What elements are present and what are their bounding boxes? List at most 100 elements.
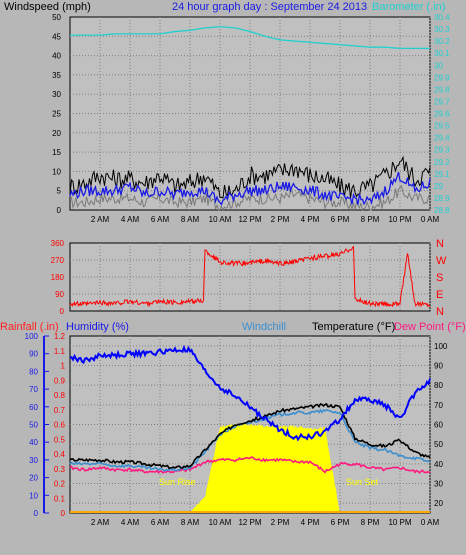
rain-tick-label: 1.1	[54, 347, 66, 356]
compass-label: E	[436, 289, 443, 301]
barometer-line	[70, 25, 430, 50]
barometer-tick-label: 29.6	[434, 110, 450, 119]
wind-barometer-chart: 0 5 10 15 20 25 30 35 40 45 50 28.8 28.9 29 29.1 29.2 29…	[52, 13, 450, 224]
dewpoint-line	[69, 456, 431, 475]
rain-tick-label: 0.5	[54, 435, 66, 444]
temperature-tick-label: 60	[434, 421, 443, 430]
x-tick-label: 6 PM	[331, 215, 350, 224]
rain-tick-label: 1.2	[54, 332, 66, 341]
x-tick-label: 0 AM	[421, 518, 440, 527]
rain-tick-label: 0.8	[54, 391, 66, 400]
compass-label: N	[436, 238, 444, 250]
direction-tick-label: 180	[51, 273, 65, 282]
barometer-tick-label: 30.2	[434, 37, 450, 46]
rain-tick-label: 0.6	[54, 421, 66, 430]
windspeed-average-line	[69, 172, 431, 206]
temperature-tick-label: 90	[434, 362, 443, 371]
humidity-tick-label: 0	[34, 509, 39, 518]
y-tick-label: 10	[52, 167, 61, 176]
x-tick-label: 10 AM	[209, 215, 232, 224]
compass-label: N	[436, 306, 444, 318]
x-tick-label: 8 AM	[181, 215, 200, 224]
temperature-tick-label: 80	[434, 381, 443, 390]
direction-tick-label: 0	[60, 307, 65, 316]
rain-tick-label: 0.2	[54, 480, 66, 489]
barometer-tick-label: 29.9	[434, 73, 450, 82]
barometer-tick-label: 30.1	[434, 49, 450, 58]
humidity-line	[69, 344, 431, 442]
y-tick-label: 20	[52, 129, 61, 138]
x-tick-label: 0 AM	[421, 215, 440, 224]
barometer-tick-label: 29.8	[434, 85, 450, 94]
humidity-tick-label: 60	[29, 403, 38, 412]
humidity-tick-label: 100	[25, 332, 39, 341]
rain-tick-label: 0.4	[54, 450, 66, 459]
barometer-tick-label: 29.1	[434, 170, 450, 179]
temperature-tick-label: 30	[434, 480, 443, 489]
x-tick-label: 6 PM	[331, 518, 350, 527]
barometer-tick-label: 29.2	[434, 158, 450, 167]
barometer-tick-label: 30.3	[434, 25, 450, 34]
x-tick-label: 6 AM	[151, 215, 170, 224]
temperature-tick-label: 20	[434, 499, 443, 508]
x-tick-label: 10 PM	[388, 215, 411, 224]
direction-tick-label: 270	[51, 256, 65, 265]
windspeed-axis-label: Windspeed (mph)	[4, 1, 91, 13]
x-tick-label: 8 PM	[361, 215, 380, 224]
direction-tick-label: 360	[51, 239, 65, 248]
wind-direction-line	[69, 245, 431, 308]
y-tick-label: 15	[52, 148, 61, 157]
x-tick-label: 4 PM	[301, 518, 320, 527]
y-tick-label: 30	[52, 90, 61, 99]
x-tick-label: 10 AM	[209, 518, 232, 527]
x-tick-label: 10 PM	[388, 518, 411, 527]
x-tick-label: 2 AM	[91, 215, 110, 224]
humidity-tick-label: 30	[29, 456, 38, 465]
y-tick-label: 25	[52, 110, 61, 119]
x-tick-label: 4 AM	[121, 215, 140, 224]
solar-area	[70, 423, 430, 513]
rain-tick-label: 0	[61, 509, 66, 518]
y-tick-label: 35	[52, 71, 61, 80]
temperature-humidity-chart: 2030405060708090100010203040506070809010…	[25, 332, 448, 527]
barometer-axis-label: Barometer (.in)	[372, 1, 445, 13]
temperature-tick-label: 50	[434, 440, 443, 449]
temperature-tick-label: 100	[434, 342, 448, 351]
rain-tick-label: 0.7	[54, 406, 66, 415]
dewpoint-axis-label: Dew Point (°F)	[394, 321, 466, 333]
x-tick-label: 4 PM	[301, 215, 320, 224]
sunrise-label: Sun Rise	[159, 477, 196, 487]
barometer-tick-label: 29.7	[434, 97, 450, 106]
sunset-label: Sun Set	[346, 477, 379, 487]
direction-tick-label: 90	[55, 290, 64, 299]
y-tick-label: 50	[52, 13, 61, 22]
x-tick-label: 12 PM	[238, 518, 261, 527]
humidity-tick-label: 20	[29, 474, 38, 483]
humidity-tick-label: 10	[29, 491, 38, 500]
humidity-tick-label: 90	[29, 350, 38, 359]
x-tick-label: 12 PM	[238, 215, 261, 224]
x-tick-label: 6 AM	[151, 518, 170, 527]
barometer-tick-label: 30	[434, 61, 443, 70]
windspeed-minimum-line	[69, 184, 431, 212]
x-tick-label: 8 AM	[181, 518, 200, 527]
temperature-line	[69, 402, 431, 470]
windchill-line	[69, 408, 431, 473]
barometer-tick-label: 29.3	[434, 146, 450, 155]
x-tick-label: 8 PM	[361, 518, 380, 527]
temperature-tick-label: 70	[434, 401, 443, 410]
humidity-tick-label: 80	[29, 367, 38, 376]
barometer-tick-label: 29.4	[434, 134, 450, 143]
barometer-tick-label: 28.8	[434, 206, 450, 215]
chart-title: 24 hour graph day : September 24 2013	[172, 1, 367, 13]
rainfall-axis-label: Rainfall (.in)	[0, 321, 59, 333]
temperature-axis-label: Temperature (°F)	[312, 321, 395, 333]
rain-tick-label: 0.3	[54, 465, 66, 474]
rain-tick-label: 1	[61, 362, 66, 371]
temperature-tick-label: 40	[434, 460, 443, 469]
humidity-tick-label: 50	[29, 421, 38, 430]
windchill-axis-label: Windchill	[242, 321, 286, 333]
